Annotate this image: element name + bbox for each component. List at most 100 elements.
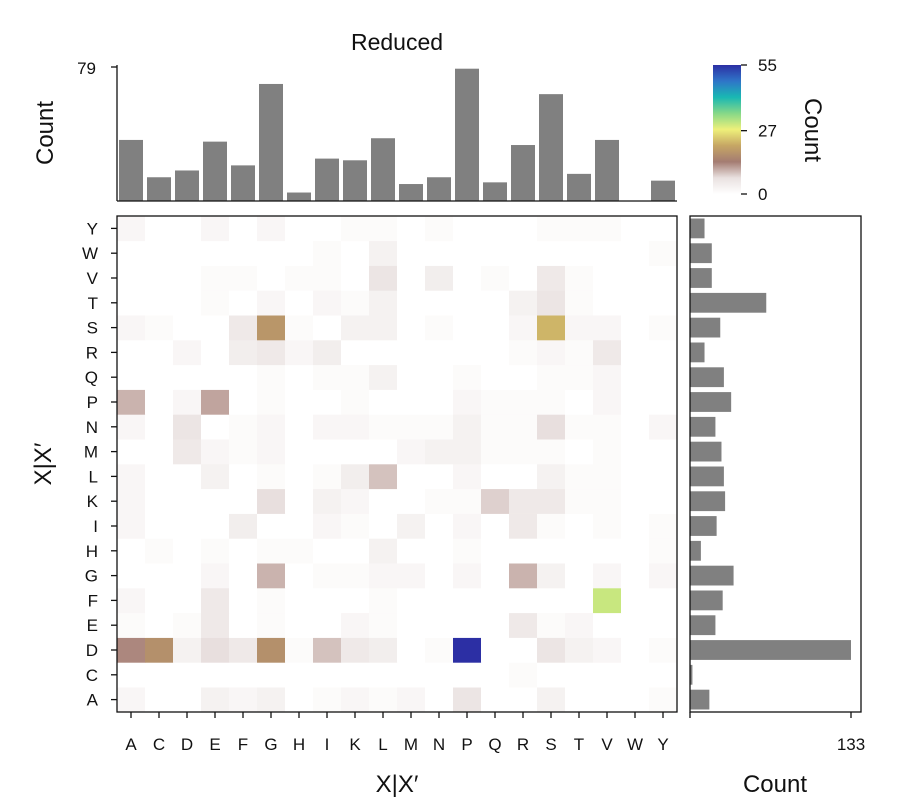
right-bar-K [690,491,726,512]
heatmap-cell-H-Y [649,538,678,564]
heatmap-cell-I-R [509,513,538,539]
heatmap-cell-P-G [257,389,286,415]
heatmap-cell-Y-Q [481,216,510,242]
heatmap-cell-A-N [425,687,454,713]
heatmap-cell-F-I [313,588,342,614]
heatmap-cell-R-R [509,340,538,366]
heatmap-frame [116,215,678,713]
heatmap-cell-G-W [621,563,650,589]
heatmap-cell-A-A [117,687,146,713]
heatmap-cell-W-T [565,240,594,266]
heatmap-cell-H-F [229,538,258,564]
x-tick-label: Y [657,735,668,754]
heatmap-cell-F-A [117,588,146,614]
heatmap-cell-V-Y [649,265,678,291]
heatmap-cell-N-C [145,414,174,440]
heatmap-cell-M-Q [481,439,510,465]
top-bar-E [203,141,227,201]
heatmap-cell-F-D [173,588,202,614]
heatmap-cell-Y-I [313,216,342,242]
heatmap-cell-W-N [425,240,454,266]
right-bar-E [690,615,716,636]
heatmap-cell-K-K [341,488,370,514]
heatmap-cell-H-E [201,538,230,564]
heatmap-cell-P-L [369,389,398,415]
heatmap-cell-E-I [313,612,342,638]
heatmap-cell-F-P [453,588,482,614]
heatmap-cell-D-E [201,637,230,663]
heatmap-cell-A-D [173,687,202,713]
heatmap-cell-Q-S [537,364,566,390]
heatmap-cell-M-F [229,439,258,465]
chart-title: Reduced [351,29,443,55]
heatmap-cell-P-Q [481,389,510,415]
heatmap-cell-M-I [313,439,342,465]
heatmap-cell-D-R [509,637,538,663]
heatmap-cell-W-Y [649,240,678,266]
heatmap-cell-R-C [145,340,174,366]
heatmap-cell-S-I [313,315,342,341]
heatmap-cell-Q-R [509,364,538,390]
heatmap-cell-V-P [453,265,482,291]
top-bar-G [259,83,283,201]
heatmap-cell-L-A [117,464,146,490]
x-tick-label: K [349,735,361,754]
top-bar-I [315,158,339,201]
heatmap-cell-I-T [565,513,594,539]
heatmap-cell-E-L [369,612,398,638]
right-bar-G [690,565,734,586]
heatmap-cell-F-F [229,588,258,614]
heatmap-cell-H-G [257,538,286,564]
right-bar-S [690,317,721,338]
heatmap-cell-S-Y [649,315,678,341]
heatmap-cell-K-I [313,488,342,514]
heatmap-cell-Q-I [313,364,342,390]
heatmap-cell-G-H [285,563,314,589]
heatmap-cell-G-V [593,563,622,589]
heatmap-cell-W-F [229,240,258,266]
heatmap-cell-C-K [341,662,370,688]
heatmap-cell-V-V [593,265,622,291]
heatmap-cell-G-R [509,563,538,589]
heatmap-cell-Y-A [117,216,146,242]
heatmap-cell-A-S [537,687,566,713]
heatmap-cell-Q-H [285,364,314,390]
y-tick-label: C [86,666,98,685]
right-bar-P [690,392,732,412]
top-bar-C [147,177,171,201]
heatmap-cell-D-G [257,637,286,663]
heatmap-cell-W-A [117,240,146,266]
heatmap-cell-C-E [201,662,230,688]
heatmap-cell-G-E [201,563,230,589]
heatmap-cell-H-P [453,538,482,564]
heatmap-cell-N-F [229,414,258,440]
heatmap-cell-F-T [565,588,594,614]
heatmap-cell-R-A [117,340,146,366]
heatmap-cell-S-E [201,315,230,341]
heatmap-cell-T-A [117,290,146,316]
y-tick-label: E [87,616,98,635]
heatmap-cell-P-R [509,389,538,415]
heatmap-cell-P-A [117,389,146,415]
colorbar-tick-label: 0 [758,185,767,204]
top-bar-K [343,160,367,201]
heatmap-cell-V-G [257,265,286,291]
heatmap-cell-L-V [593,464,622,490]
right-bar-D [690,640,851,660]
heatmap-cell-G-F [229,563,258,589]
heatmap-cell-H-D [173,538,202,564]
heatmap-cell-D-H [285,637,314,663]
top-marginal-max-label: 79 [77,59,96,78]
right-bar-R [690,342,705,363]
heatmap-cell-H-W [621,538,650,564]
x-tick-label: H [293,735,305,754]
heatmap-cell-A-L [369,687,398,713]
heatmap-cell-V-I [313,265,342,291]
heatmap-cell-N-V [593,414,622,440]
heatmap-cell-K-L [369,488,398,514]
right-bar-M [690,441,722,462]
x-tick-label: G [264,735,277,754]
x-axis-label: X|X′ [376,771,419,797]
heatmap-cell-P-E [201,389,230,415]
heatmap-cell-L-K [341,464,370,490]
